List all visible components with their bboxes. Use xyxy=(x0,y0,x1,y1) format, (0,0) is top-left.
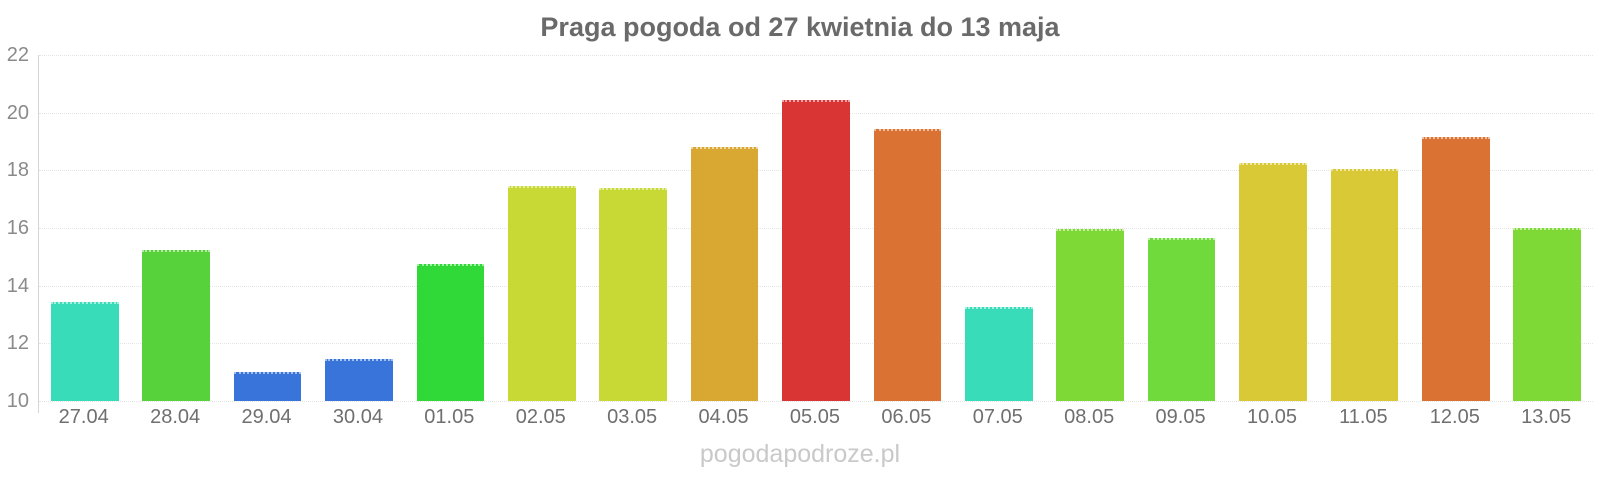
x-axis-label-12.05: 12.05 xyxy=(1429,406,1480,428)
x-axis-label-11.05: 11.05 xyxy=(1339,406,1388,428)
chart-title: Praga pogoda od 27 kwietnia do 13 maja xyxy=(540,12,1060,42)
y-axis-labels: 10 12 14 16 18 20 22 xyxy=(0,45,29,411)
bar-06.05[interactable] xyxy=(873,128,942,401)
bar-04.05[interactable] xyxy=(690,147,759,401)
y-axis-label-18: 18 xyxy=(6,159,29,182)
bar-slot-03.05 xyxy=(587,55,678,401)
bar-08.05[interactable] xyxy=(1056,229,1124,401)
x-axis-label-01.05: 01.05 xyxy=(424,406,475,428)
y-axis-label-10: 10 xyxy=(6,390,29,412)
x-axis-label-30.04: 30.04 xyxy=(332,406,383,428)
x-axis-label-28.04: 28.04 xyxy=(150,406,201,428)
bar-slot-12.05 xyxy=(1410,55,1501,401)
x-axis-labels: 27.04 28.04 29.04 30.04 01.05 02.05 03.05 04.05… xyxy=(38,406,1592,429)
x-axis-label-07.05: 07.05 xyxy=(972,406,1023,428)
bar-27.04[interactable] xyxy=(50,301,119,401)
bar-slot-08.05 xyxy=(1044,55,1135,401)
bar-slot-28.04 xyxy=(130,55,221,401)
bar-30.04[interactable] xyxy=(325,359,393,401)
bar-01.05[interactable] xyxy=(416,264,485,401)
bar-slot-09.05 xyxy=(1136,55,1227,401)
x-axis-label-09.05: 09.05 xyxy=(1155,406,1206,428)
bars-layer xyxy=(39,55,1593,401)
bar-28.04[interactable] xyxy=(142,249,210,401)
bar-slot-02.05 xyxy=(496,55,587,401)
bar-slot-29.04 xyxy=(222,55,313,401)
gridline-22 xyxy=(39,55,1593,56)
y-axis-line xyxy=(38,401,39,413)
bar-11.05[interactable] xyxy=(1330,168,1399,401)
bar-slot-10.05 xyxy=(1227,55,1318,401)
bar-09.05[interactable] xyxy=(1147,238,1216,401)
x-axis-label-10.05: 10.05 xyxy=(1246,406,1298,428)
y-axis-label-14: 14 xyxy=(6,274,29,297)
bar-12.05[interactable] xyxy=(1421,137,1490,401)
x-axis-label-27.04: 27.04 xyxy=(58,406,109,428)
bar-slot-27.04 xyxy=(39,55,130,401)
y-axis-label-20: 20 xyxy=(6,101,29,124)
bar-slot-11.05 xyxy=(1319,55,1410,401)
y-axis-label-12: 12 xyxy=(6,332,29,355)
bar-slot-07.05 xyxy=(953,55,1044,401)
x-axis-label-03.05: 03.05 xyxy=(607,406,658,428)
bar-13.05[interactable] xyxy=(1513,228,1582,401)
y-axis-label-22: 22 xyxy=(6,44,29,66)
x-axis-label-06.05: 06.05 xyxy=(881,406,932,428)
bar-10.05[interactable] xyxy=(1239,163,1307,401)
bar-07.05[interactable] xyxy=(964,307,1033,401)
x-axis-label-02.05: 02.05 xyxy=(515,406,566,428)
plot-area xyxy=(38,55,1593,413)
bar-slot-13.05 xyxy=(1502,55,1593,401)
bar-slot-30.04 xyxy=(313,55,404,401)
x-axis-label-04.05: 04.05 xyxy=(698,406,749,428)
watermark: pogodapodroze.pl xyxy=(699,440,901,468)
x-axis-label-29.04: 29.04 xyxy=(241,406,292,428)
bar-slot-01.05 xyxy=(405,55,496,401)
bar-slot-06.05 xyxy=(862,55,953,401)
bar-29.04[interactable] xyxy=(233,372,302,401)
x-axis-label-08.05: 08.05 xyxy=(1064,406,1115,428)
x-axis-label-13.05: 13.05 xyxy=(1521,406,1572,428)
bar-slot-04.05 xyxy=(679,55,770,401)
bar-02.05[interactable] xyxy=(507,186,576,401)
bar-05.05[interactable] xyxy=(782,99,850,401)
gridline-10 xyxy=(39,401,1593,402)
bar-03.05[interactable] xyxy=(599,187,667,401)
y-axis-label-16: 16 xyxy=(6,217,29,239)
bar-slot-05.05 xyxy=(770,55,861,401)
x-axis-label-05.05: 05.05 xyxy=(789,406,840,428)
